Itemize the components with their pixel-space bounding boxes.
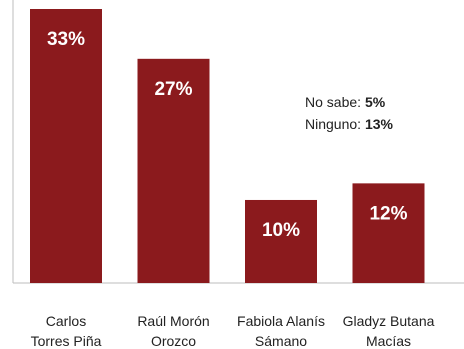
annotation-value: 13% — [364, 116, 393, 132]
bar-value-label: 10% — [262, 220, 300, 241]
category-tick-label: Fabiola Alanís — [237, 313, 325, 329]
annotation-label: Ninguno: — [305, 116, 362, 132]
bars-group: 33% 27% 10% 12% — [30, 9, 425, 284]
annotation-label: No sabe: — [305, 94, 362, 110]
category-labels-group: Carlos Torres Piña Raúl Morón Orozco Fabiola… — [31, 313, 435, 349]
bar — [30, 9, 102, 283]
category-tick-label: Orozco — [151, 333, 196, 349]
bar — [137, 58, 210, 284]
annotation-value: 5% — [364, 94, 386, 110]
bar-value-label: 12% — [369, 203, 407, 224]
annotation-no-sabe: No sabe: 5% — [305, 92, 385, 113]
category-tick-label: Raúl Morón — [137, 313, 209, 329]
category-tick-label: Carlos — [46, 313, 86, 329]
bar — [245, 199, 317, 283]
category-tick-label: Torres Piña — [31, 333, 102, 349]
category-tick-label: Sámano — [255, 333, 307, 349]
category-tick-label: Gladyz Butana — [343, 313, 435, 329]
bar — [352, 183, 425, 283]
bar-value-label: 33% — [47, 29, 85, 50]
category-tick-label: Macías — [366, 333, 411, 349]
annotation-ninguno: Ninguno: 13% — [305, 114, 393, 135]
bar-value-label: 27% — [154, 79, 192, 100]
